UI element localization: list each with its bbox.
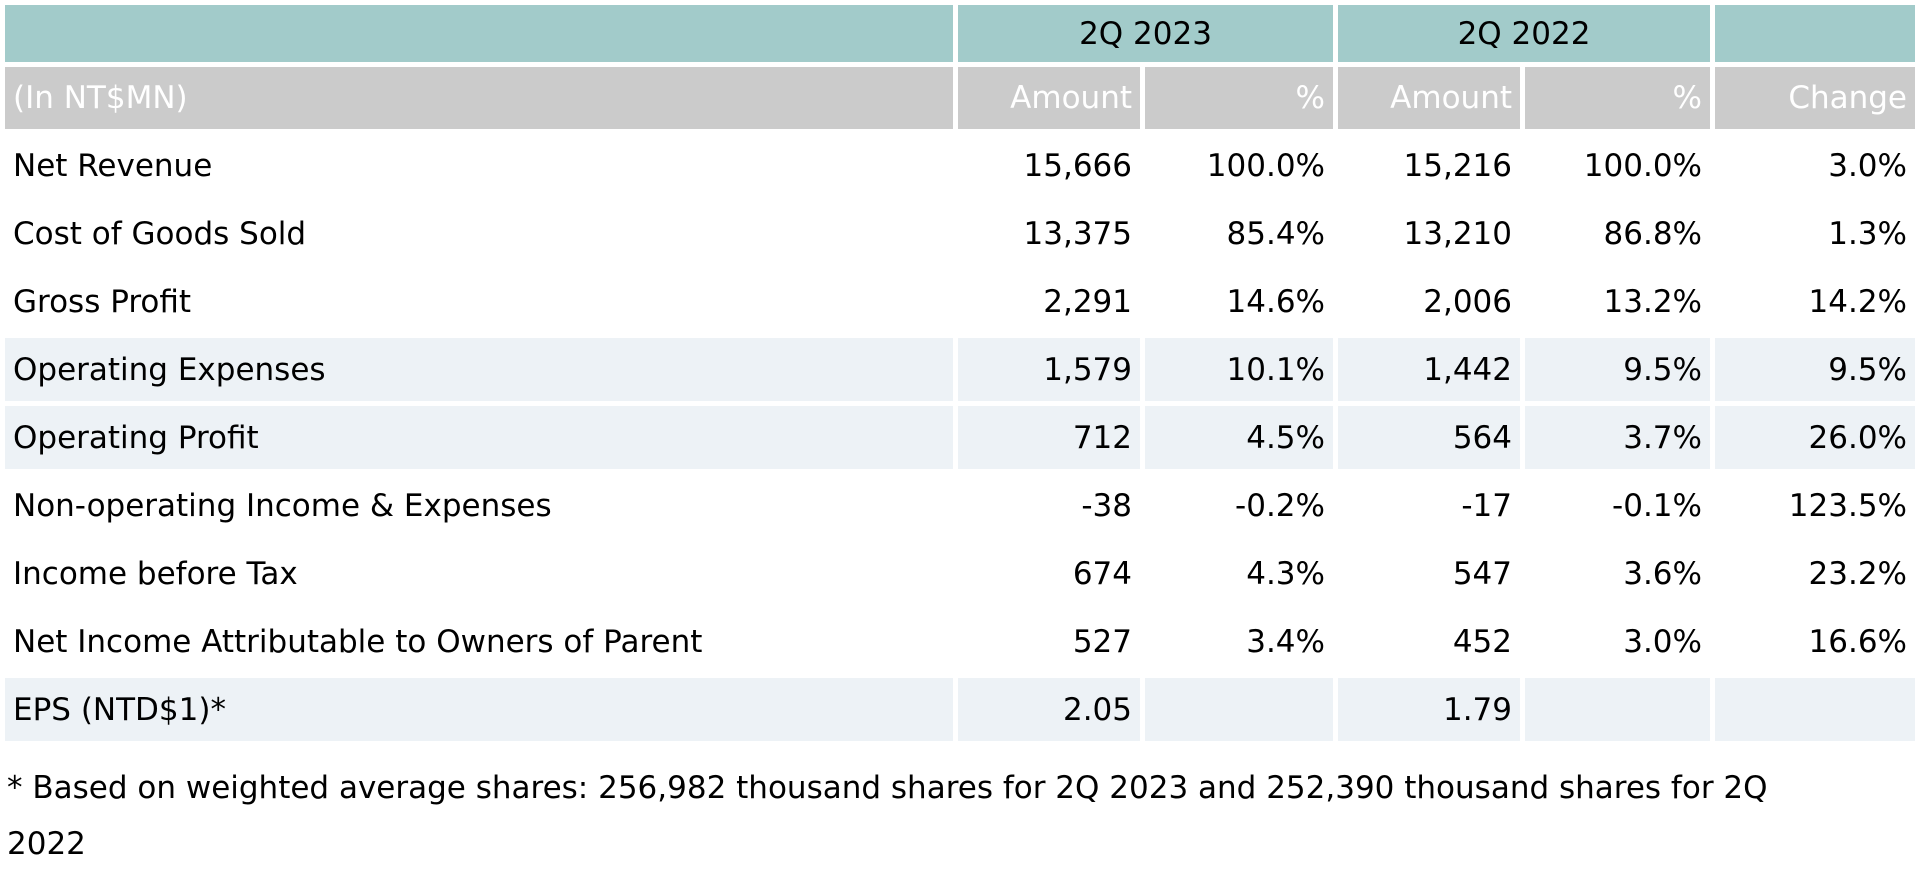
cell-2023-amount: 15,666: [958, 134, 1140, 197]
cell-2022-amount: 2,006: [1338, 270, 1520, 333]
unit-label: (In NT$MN): [5, 67, 953, 129]
table-row: Gross Profit 2,291 14.6% 2,006 13.2% 14.…: [5, 270, 1915, 333]
cell-change: [1715, 678, 1915, 741]
row-label: Gross Profit: [5, 270, 953, 333]
cell-2022-amount: -17: [1338, 474, 1520, 537]
cell-2022-amount: 1.79: [1338, 678, 1520, 741]
cell-change: 14.2%: [1715, 270, 1915, 333]
cell-2022-percent: -0.1%: [1525, 474, 1710, 537]
row-label: Net Income Attributable to Owners of Par…: [5, 610, 953, 673]
cell-2022-amount: 15,216: [1338, 134, 1520, 197]
subheader-2022-percent: %: [1525, 67, 1710, 129]
subheader-row: (In NT$MN) Amount % Amount % Change: [5, 67, 1915, 129]
cell-2022-percent: 3.6%: [1525, 542, 1710, 605]
row-label: Non-operating Income & Expenses: [5, 474, 953, 537]
cell-2023-amount: 2,291: [958, 270, 1140, 333]
cell-2022-amount: 1,442: [1338, 338, 1520, 401]
cell-2022-percent: 86.8%: [1525, 202, 1710, 265]
cell-2022-amount: 452: [1338, 610, 1520, 673]
cell-2023-percent: 4.3%: [1145, 542, 1333, 605]
cell-2023-amount: 2.05: [958, 678, 1140, 741]
cell-2023-percent: 100.0%: [1145, 134, 1333, 197]
cell-2022-percent: 13.2%: [1525, 270, 1710, 333]
cell-2022-percent: 100.0%: [1525, 134, 1710, 197]
subheader-2023-percent: %: [1145, 67, 1333, 129]
cell-2022-percent: 3.0%: [1525, 610, 1710, 673]
table-body: Net Revenue 15,666 100.0% 15,216 100.0% …: [5, 134, 1915, 741]
row-label: Net Revenue: [5, 134, 953, 197]
period-header-row: 2Q 2023 2Q 2022: [5, 5, 1915, 62]
subheader-2023-amount: Amount: [958, 67, 1140, 129]
table-row: Operating Expenses 1,579 10.1% 1,442 9.5…: [5, 338, 1915, 401]
subheader-change: Change: [1715, 67, 1915, 129]
subheader-2022-amount: Amount: [1338, 67, 1520, 129]
cell-2023-amount: -38: [958, 474, 1140, 537]
row-label: Income before Tax: [5, 542, 953, 605]
cell-2023-amount: 674: [958, 542, 1140, 605]
cell-2023-percent: 10.1%: [1145, 338, 1333, 401]
cell-change: 26.0%: [1715, 406, 1915, 469]
row-label: Operating Expenses: [5, 338, 953, 401]
cell-2023-percent: 85.4%: [1145, 202, 1333, 265]
table-row: Income before Tax 674 4.3% 547 3.6% 23.2…: [5, 542, 1915, 605]
cell-2023-percent: 14.6%: [1145, 270, 1333, 333]
income-statement-table: 2Q 2023 2Q 2022 (In NT$MN) Amount % Amou…: [5, 5, 1915, 741]
cell-change: 9.5%: [1715, 338, 1915, 401]
change-corner-cell: [1715, 5, 1915, 62]
cell-change: 16.6%: [1715, 610, 1915, 673]
table-row: Operating Profit 712 4.5% 564 3.7% 26.0%: [5, 406, 1915, 469]
cell-2022-amount: 13,210: [1338, 202, 1520, 265]
table-row: Cost of Goods Sold 13,375 85.4% 13,210 8…: [5, 202, 1915, 265]
cell-2023-percent: 3.4%: [1145, 610, 1333, 673]
corner-cell: [5, 5, 953, 62]
cell-2023-percent: -0.2%: [1145, 474, 1333, 537]
cell-2023-amount: 1,579: [958, 338, 1140, 401]
cell-change: 23.2%: [1715, 542, 1915, 605]
cell-2023-amount: 712: [958, 406, 1140, 469]
cell-change: 1.3%: [1715, 202, 1915, 265]
cell-2023-percent: 4.5%: [1145, 406, 1333, 469]
cell-2023-amount: 13,375: [958, 202, 1140, 265]
table-row: Net Revenue 15,666 100.0% 15,216 100.0% …: [5, 134, 1915, 197]
cell-2022-amount: 564: [1338, 406, 1520, 469]
table-row: Non-operating Income & Expenses -38 -0.2…: [5, 474, 1915, 537]
cell-change: 3.0%: [1715, 134, 1915, 197]
col-group-2q2022: 2Q 2022: [1338, 5, 1710, 62]
cell-2023-amount: 527: [958, 610, 1140, 673]
cell-change: 123.5%: [1715, 474, 1915, 537]
footnote: * Based on weighted average shares: 256,…: [7, 770, 1768, 862]
row-label: EPS (NTD$1)*: [5, 678, 953, 741]
row-label: Operating Profit: [5, 406, 953, 469]
cell-2022-percent: 9.5%: [1525, 338, 1710, 401]
col-group-2q2023: 2Q 2023: [958, 5, 1333, 62]
cell-2022-percent: [1525, 678, 1710, 741]
table-row: EPS (NTD$1)* 2.05 1.79: [5, 678, 1915, 741]
row-label: Cost of Goods Sold: [5, 202, 953, 265]
cell-2022-percent: 3.7%: [1525, 406, 1710, 469]
cell-2022-amount: 547: [1338, 542, 1520, 605]
table-row: Net Income Attributable to Owners of Par…: [5, 610, 1915, 673]
cell-2023-percent: [1145, 678, 1333, 741]
